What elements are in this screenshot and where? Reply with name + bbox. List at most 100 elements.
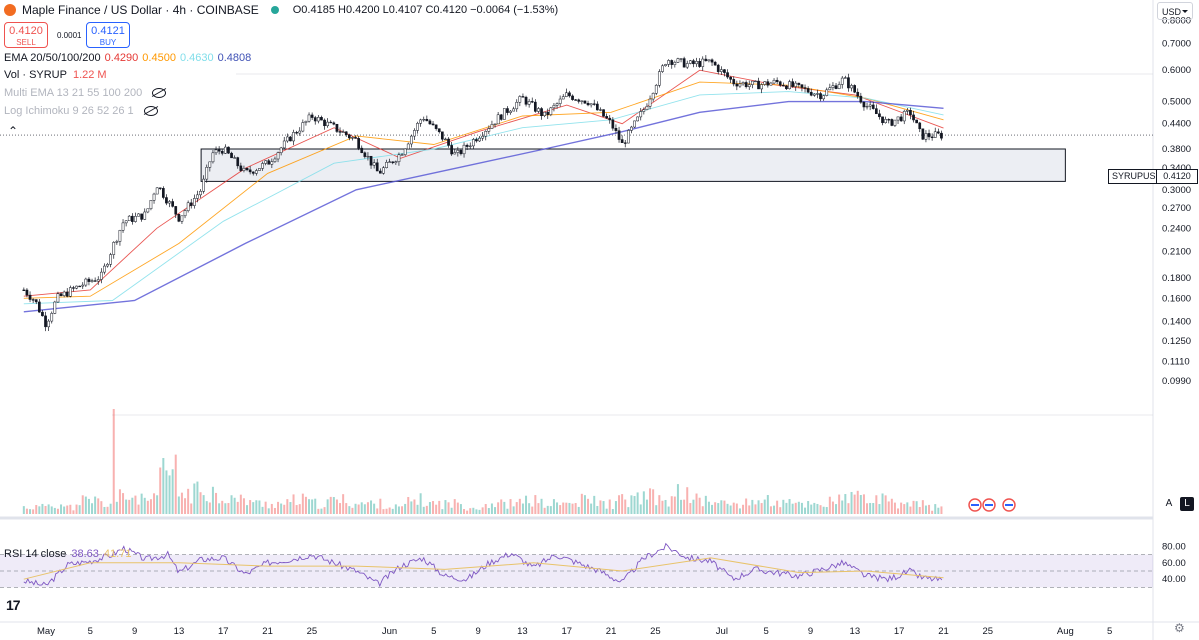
candle-body xyxy=(633,120,636,128)
buy-button[interactable]: 0.4121 BUY xyxy=(86,22,130,48)
auto-scale-button[interactable]: A xyxy=(1165,498,1173,509)
candle-body xyxy=(487,128,491,132)
volume-bar xyxy=(931,510,934,514)
candle-body xyxy=(654,85,658,94)
volume-bar xyxy=(335,499,338,514)
volume-bar xyxy=(227,503,230,514)
volume-bar xyxy=(323,507,326,514)
candle-body xyxy=(335,123,339,132)
symbol-header[interactable]: Maple Finance / US Dollar · 4h · COINBAS… xyxy=(4,3,558,17)
candle-body xyxy=(149,200,153,210)
candle-body xyxy=(816,93,819,95)
volume-bar xyxy=(53,507,56,514)
volume-bar xyxy=(673,496,676,514)
volume-bar xyxy=(807,501,810,514)
volume-bar xyxy=(202,495,205,514)
candle-body xyxy=(245,167,249,171)
volume-bar xyxy=(332,497,335,514)
volume-bar xyxy=(788,499,791,514)
sell-button[interactable]: 0.4120 SELL xyxy=(4,22,48,48)
candle-body xyxy=(161,188,165,198)
volume-bar xyxy=(912,500,915,514)
volume-bar xyxy=(354,503,357,514)
ema-legend[interactable]: EMA 20/50/100/200 0.4290 0.4500 0.4630 0… xyxy=(4,52,251,64)
rsi-legend[interactable]: RSI 14 close 38.63 41.71 xyxy=(4,548,131,560)
candle-body xyxy=(766,81,770,86)
volume-bar xyxy=(900,502,903,514)
volume-bar xyxy=(773,505,776,514)
volume-bar xyxy=(286,499,289,514)
volume-bar xyxy=(425,505,428,514)
volume-bar xyxy=(608,499,611,514)
buy-price: 0.4121 xyxy=(91,25,125,37)
time-tick-label: 17 xyxy=(561,626,572,637)
candle-body xyxy=(109,254,112,265)
candle-body xyxy=(84,278,88,286)
price-tick-label: 0.3800 xyxy=(1162,144,1191,155)
candle-body xyxy=(602,109,605,117)
candle-body xyxy=(450,145,453,155)
candle-body xyxy=(239,165,243,171)
collapse-legend-chevron-icon[interactable]: ⌃ xyxy=(8,124,19,138)
volume-bar xyxy=(704,495,707,514)
candle-body xyxy=(434,124,438,129)
volume-bar xyxy=(559,505,562,514)
volume-bar xyxy=(370,500,373,514)
candle-body xyxy=(623,142,627,144)
candle-body xyxy=(713,61,717,66)
candle-body xyxy=(595,103,599,111)
volume-bar xyxy=(735,503,738,514)
candle-body xyxy=(174,206,178,215)
candle-body xyxy=(413,130,416,137)
candle-body xyxy=(580,100,584,102)
candle-body xyxy=(146,208,150,213)
hidden-eye-icon[interactable] xyxy=(143,106,158,116)
volume-bar xyxy=(394,504,397,514)
volume-bar xyxy=(66,505,69,514)
ema200-value: 0.4808 xyxy=(217,52,252,64)
volume-bar xyxy=(447,502,450,514)
candle-body xyxy=(124,220,128,224)
volume-bar xyxy=(562,502,565,514)
volume-bar xyxy=(856,490,859,514)
candle-body xyxy=(878,113,881,118)
volume-bar xyxy=(652,489,655,514)
candle-body xyxy=(775,79,779,82)
candle-body xyxy=(400,154,404,156)
volume-bar xyxy=(571,503,574,514)
settings-gear-icon[interactable]: ⚙ xyxy=(1174,621,1185,635)
volume-bar xyxy=(711,504,714,514)
volume-bar xyxy=(928,504,931,514)
candle-body xyxy=(496,114,500,125)
candle-body xyxy=(543,111,546,116)
market-open-icon xyxy=(270,6,279,14)
volume-bar xyxy=(252,502,255,514)
candle-body xyxy=(754,80,757,83)
candle-body xyxy=(679,58,683,60)
candle-body xyxy=(127,215,131,222)
candle-body xyxy=(236,157,240,167)
volume-bar xyxy=(838,494,841,514)
candle-body xyxy=(447,138,450,146)
volume-bar xyxy=(196,481,199,514)
ema50-value: 0.4500 xyxy=(142,52,176,64)
price-tick-label: 0.3400 xyxy=(1162,163,1191,174)
volume-legend[interactable]: Vol · SYRUP 1.22 M xyxy=(4,69,107,81)
volume-bar xyxy=(264,501,267,514)
currency-select[interactable]: USD xyxy=(1157,2,1193,20)
candle-body xyxy=(391,161,395,164)
volume-bar xyxy=(540,498,543,514)
volume-bar xyxy=(32,509,35,514)
candle-body xyxy=(409,135,413,145)
volume-bar xyxy=(311,499,314,514)
candle-body xyxy=(304,120,308,123)
multi-ema-legend[interactable]: Multi EMA 13 21 55 100 200 xyxy=(4,87,167,99)
hidden-eye-icon[interactable] xyxy=(152,88,167,98)
log-scale-button[interactable]: L xyxy=(1180,497,1194,511)
volume-bar xyxy=(410,501,413,514)
ichimoku-legend[interactable]: Log Ichimoku 9 26 52 26 1 xyxy=(4,105,158,117)
volume-bar xyxy=(869,502,872,514)
candle-body xyxy=(354,137,357,139)
volume-bar xyxy=(258,500,261,514)
